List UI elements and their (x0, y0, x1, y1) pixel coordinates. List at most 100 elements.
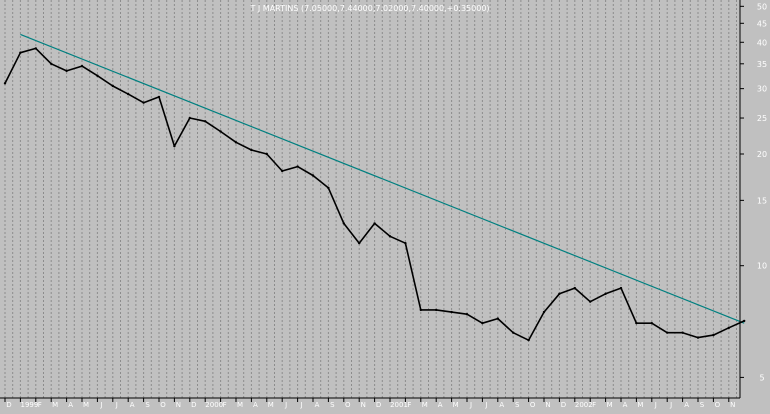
y-tick-label: 5 (759, 373, 764, 382)
price-point (527, 338, 530, 342)
x-tick-label: M (422, 401, 428, 409)
price-point (666, 331, 669, 334)
x-tick-label: D (191, 401, 196, 409)
price-point (96, 74, 99, 77)
price-point (558, 292, 561, 295)
price-point (435, 308, 438, 312)
y-tick-label: 45 (757, 19, 767, 28)
price-point (3, 82, 7, 85)
price-point (573, 286, 576, 290)
price-point (481, 321, 484, 325)
y-tick-label: 30 (757, 85, 767, 94)
x-tick-label: N (730, 401, 735, 409)
price-point (619, 286, 623, 290)
price-point (342, 222, 345, 225)
price-point (234, 141, 238, 144)
price-point (712, 333, 715, 337)
price-point (296, 165, 299, 168)
price-point (727, 326, 730, 330)
y-tick-label: 20 (757, 150, 767, 159)
x-tick-label: D (376, 401, 381, 409)
price-point (681, 331, 684, 334)
price-point (650, 321, 653, 325)
x-tick-label: 2002 (575, 401, 593, 409)
y-tick-label: 15 (757, 196, 767, 205)
price-point (127, 92, 130, 96)
price-point (512, 331, 515, 334)
y-tick-label: 25 (757, 114, 767, 123)
x-tick-label: F (38, 401, 42, 409)
x-tick-label: A (315, 401, 320, 409)
price-point (635, 321, 638, 325)
price-point (65, 69, 68, 73)
x-tick-label: M (52, 401, 58, 409)
price-point (388, 235, 392, 238)
x-tick-label: D (6, 401, 11, 409)
x-tick-label: A (623, 401, 628, 409)
y-tick-label: 40 (757, 38, 767, 47)
x-tick-label: A (438, 401, 443, 409)
price-point (373, 222, 376, 225)
x-tick-label: O (160, 401, 166, 409)
x-tick-label: J (654, 401, 657, 409)
price-point (743, 319, 746, 323)
price-point (465, 313, 469, 316)
price-point (496, 317, 499, 320)
price-point (311, 174, 315, 177)
price-point (358, 241, 361, 245)
x-tick-label: M (607, 401, 613, 409)
x-tick-label: S (700, 401, 705, 409)
x-tick-label: S (515, 401, 520, 409)
price-point (188, 116, 191, 120)
y-tick-label: 35 (757, 60, 767, 69)
x-tick-label: M (453, 401, 459, 409)
x-tick-label: J (115, 401, 118, 409)
x-tick-label: A (130, 401, 135, 409)
price-point (19, 51, 22, 54)
price-point (404, 241, 407, 245)
x-tick-label: F (407, 401, 411, 409)
price-point (450, 310, 453, 314)
price-point (204, 120, 207, 123)
price-point (250, 148, 253, 152)
x-tick-label: D (561, 401, 566, 409)
x-tick-label: 2000 (205, 401, 223, 409)
price-point (50, 62, 53, 66)
x-tick-label: N (176, 401, 181, 409)
x-tick-label: O (530, 401, 536, 409)
x-tick-label: A (499, 401, 504, 409)
price-point (80, 64, 84, 68)
price-point (34, 47, 37, 50)
price-point (142, 101, 145, 104)
x-tick-label: A (684, 401, 689, 409)
plot-area (0, 0, 740, 398)
price-point (157, 95, 161, 99)
x-tick-label: J (284, 401, 287, 409)
price-point (419, 308, 422, 312)
x-tick-label: N (361, 401, 366, 409)
price-point (173, 144, 176, 148)
price-point (589, 300, 592, 303)
chart-title: T J MARTINS (7.05000,7.44000,7.02000,7.4… (249, 4, 489, 13)
x-tick-label: J (669, 401, 672, 409)
trendline (20, 33, 745, 324)
y-tick-label: 10 (757, 262, 767, 271)
x-tick-label: S (145, 401, 150, 409)
y-tick-label: 50 (757, 2, 767, 11)
x-tick-label: O (345, 401, 351, 409)
x-tick-label: J (99, 401, 102, 409)
x-tick-label: 1999 (20, 401, 38, 409)
x-tick-label: F (592, 401, 596, 409)
price-point (542, 310, 546, 314)
x-tick-label: M (237, 401, 243, 409)
price-point (281, 169, 284, 173)
x-tick-label: M (83, 401, 89, 409)
x-tick-label: 2001 (390, 401, 408, 409)
x-tick-label: N (545, 401, 550, 409)
x-tick-label: O (715, 401, 721, 409)
x-tick-label: M (268, 401, 274, 409)
price-point (219, 130, 222, 133)
price-point (111, 84, 115, 88)
